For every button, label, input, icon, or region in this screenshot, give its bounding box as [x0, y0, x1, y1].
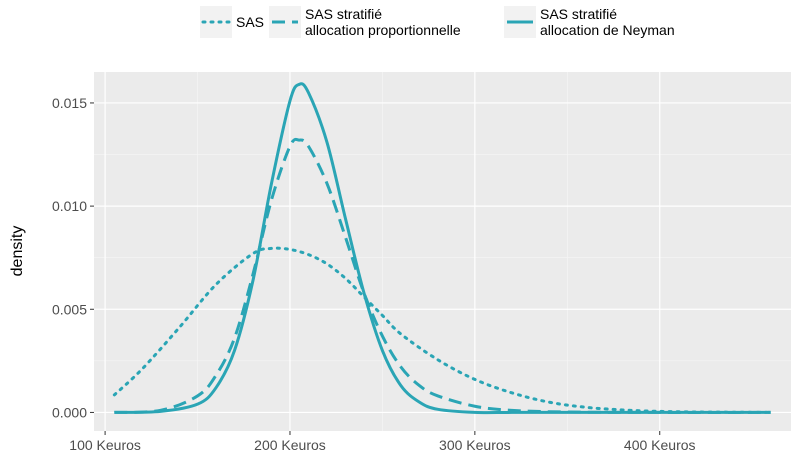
y-tick-label: 0.010 [52, 198, 87, 214]
y-tick-label: 0.005 [52, 301, 87, 317]
y-tick-label: 0.000 [52, 404, 87, 420]
y-axis-title: density [9, 226, 26, 277]
legend-label-line: allocation de Neyman [540, 22, 675, 38]
series-layer [112, 82, 773, 415]
axes: 100 Keuros 200 Keuros 300 Keuros 400 Keuros… [52, 95, 696, 453]
y-tick-label: 0.015 [52, 95, 87, 111]
legend-label-sas-stratified-neyman: SAS stratifié allocation de Neyman [540, 6, 675, 38]
legend-label-line: allocation proportionnelle [305, 22, 461, 38]
x-tick-label: 400 Keuros [624, 437, 696, 453]
series-line-sas-stratified-neyman [114, 82, 771, 415]
legend-label-sas-stratified-proportional: SAS stratifié allocation proportionnelle [305, 6, 461, 38]
plot-panel [94, 72, 791, 431]
series-line-sas-stratified-proportional [114, 137, 771, 414]
x-tick-label: 200 Keuros [254, 437, 326, 453]
x-tick-label: 300 Keuros [439, 437, 511, 453]
x-tick-label: 100 Keuros [69, 437, 141, 453]
legend: SAS SAS stratifié allocation proportionnel… [200, 6, 675, 38]
legend-label-line: SAS stratifié [540, 6, 617, 22]
legend-label-sas: SAS [236, 14, 264, 30]
series-line-sas [112, 246, 773, 414]
legend-label-line: SAS stratifié [305, 6, 382, 22]
legend-label-line: SAS [236, 14, 264, 30]
